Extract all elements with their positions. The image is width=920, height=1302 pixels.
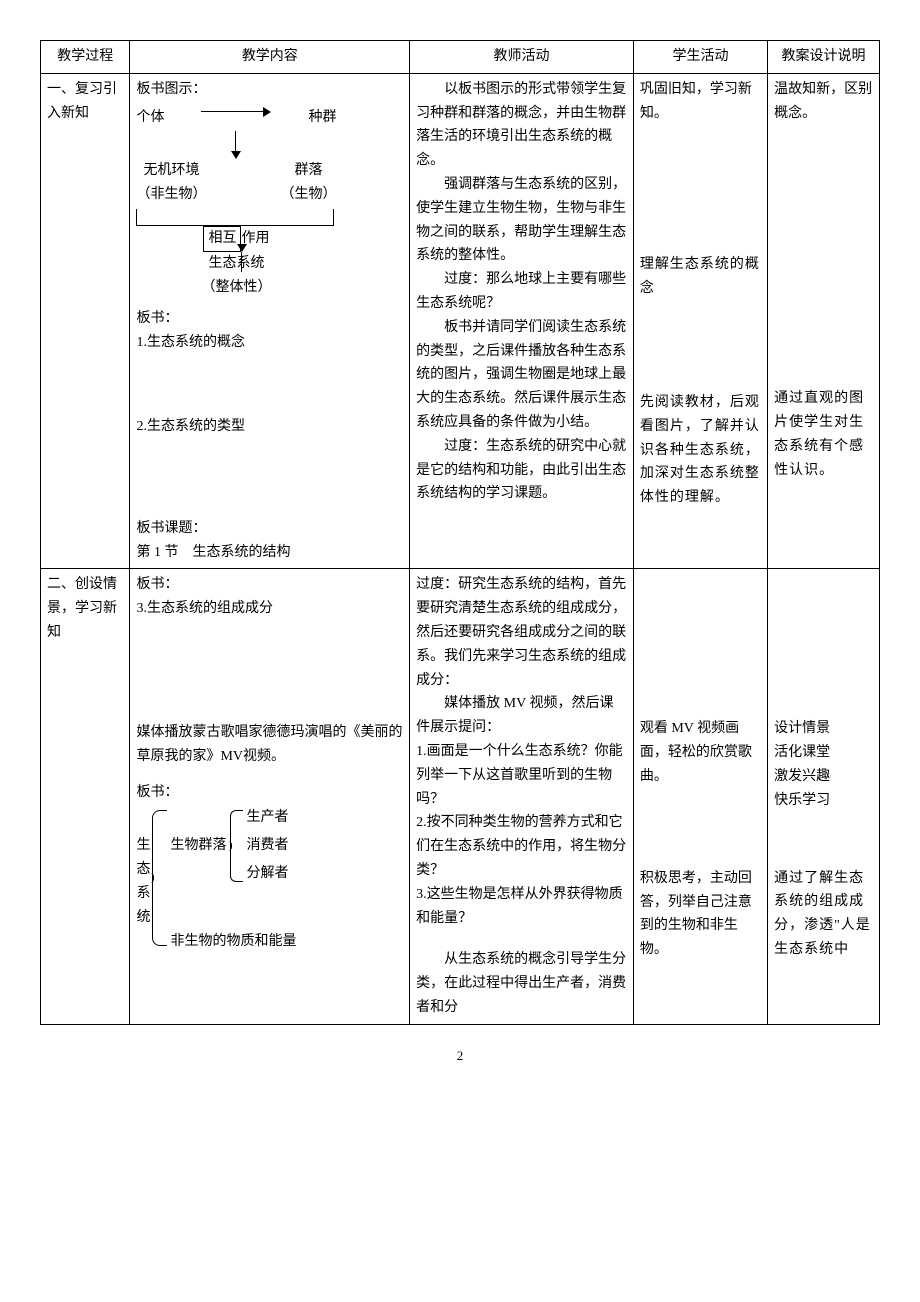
teacher-para: 板书并请同学们阅读生态系统的类型，之后课件播放各种生态系统的图片，强调生物圈是地… <box>416 316 627 435</box>
diagram-node-population: 种群 <box>308 106 336 130</box>
brace-medium-icon <box>230 810 243 882</box>
diagram-node-community: 群落 <box>294 163 322 178</box>
board-heading: 板书： <box>136 307 403 331</box>
student-para: 巩固旧知，学习新知。 <box>640 78 761 126</box>
teacher-question: 2.按不同种类生物的营养方式和它们在生态系统中的作用，将生物分类？ <box>416 811 627 882</box>
design-cell-1: 温故知新，区别概念。 通过直观的图片使学生对生态系统有个感性认识。 <box>768 73 880 569</box>
process-cell-1: 一、复习引入新知 <box>41 73 130 569</box>
hier-bottom: 非生物的物质和能量 <box>170 930 296 954</box>
arrow-down-icon <box>230 131 242 159</box>
design-para: 激发兴趣 <box>774 765 873 789</box>
hierarchy-diagram: 生 态 系 统 生物群落 生产者 消费者 分解者 非生物的物质和能量 <box>136 804 366 954</box>
board-item-3: 3.生态系统的组成成分 <box>136 597 403 621</box>
board-diagram-title: 板书图示： <box>136 78 403 102</box>
hier-mid: 生物群落 <box>170 834 226 858</box>
teacher-para: 过度：那么地球上主要有哪些生态系统呢？ <box>416 268 627 316</box>
teacher-para: 过度：生态系统的研究中心就是它的结构和功能，由此引出生态系统结构的学习课题。 <box>416 435 627 506</box>
diagram-node-ecosystem: 生态系统 <box>208 256 264 271</box>
diagram-node-abiotic-sub: （非生物） <box>136 187 206 202</box>
student-para: 观看 MV 视频画面，轻松的欣赏歌曲。 <box>640 717 761 788</box>
diagram-node-individual: 个体 <box>136 106 164 130</box>
design-para: 快乐学习 <box>774 789 873 813</box>
table-row: 二、创设情景，学习新知 板书： 3.生态系统的组成成分 媒体播放蒙古歌唱家德德玛… <box>41 569 880 1024</box>
bracket-connector-icon <box>136 209 334 226</box>
board-heading: 板书： <box>136 573 403 597</box>
design-para: 活化课堂 <box>774 741 873 765</box>
media-description: 媒体播放蒙古歌唱家德德玛演唱的《美丽的草原我的家》MV视频。 <box>136 721 403 769</box>
diagram-node-community-sub: （生物） <box>280 187 336 202</box>
hier-leaf-consumer: 消费者 <box>246 834 288 858</box>
board-topic-title: 第 1 节 生态系统的结构 <box>136 541 403 565</box>
design-para: 设计情景 <box>774 717 873 741</box>
teacher-para: 强调群落与生态系统的区别，使学生建立生物生物，生物与非生物之间的联系，帮助学生理… <box>416 173 627 268</box>
teacher-question: 3.这些生物是怎样从外界获得物质和能量？ <box>416 883 627 931</box>
teacher-para: 媒体播放 MV 视频，然后课件展示提问： <box>416 692 627 740</box>
table-row: 一、复习引入新知 板书图示： 个体 种群 无机环境 （非生物 <box>41 73 880 569</box>
design-para: 通过了解生态系统的组成成分，渗透"人是生态系统中 <box>774 867 873 962</box>
teacher-para: 以板书图示的形式带领学生复习种群和群落的概念，并由生物群落生活的环境引出生态系统… <box>416 78 627 173</box>
lesson-plan-page: 教学过程 教学内容 教师活动 学生活动 教案设计说明 一、复习引入新知 板书图示… <box>40 40 880 1067</box>
diagram-node-abiotic: 无机环境 <box>143 163 199 178</box>
teacher-cell-1: 以板书图示的形式带领学生复习种群和群落的概念，并由生物群落生活的环境引出生态系统… <box>410 73 634 569</box>
hier-root: 生 <box>136 834 150 858</box>
content-cell-2: 板书： 3.生态系统的组成成分 媒体播放蒙古歌唱家德德玛演唱的《美丽的草原我的家… <box>130 569 410 1024</box>
table-header-row: 教学过程 教学内容 教师活动 学生活动 教案设计说明 <box>41 41 880 74</box>
lesson-plan-table: 教学过程 教学内容 教师活动 学生活动 教案设计说明 一、复习引入新知 板书图示… <box>40 40 880 1025</box>
hier-root: 系 <box>136 882 150 906</box>
hier-leaf-producer: 生产者 <box>246 806 288 830</box>
hier-root: 态 <box>136 858 150 882</box>
header-student: 学生活动 <box>633 41 767 74</box>
teacher-cell-2: 过度：研究生态系统的结构，首先要研究清楚生态系统的组成成分，然后还要研究各组成成… <box>410 569 634 1024</box>
header-process: 教学过程 <box>41 41 130 74</box>
student-para: 积极思考，主动回答，列举自己注意到的生物和非生物。 <box>640 867 761 962</box>
board-item-1: 1.生态系统的概念 <box>136 331 403 355</box>
design-para: 温故知新，区别概念。 <box>774 78 873 126</box>
diagram-node-ecosystem-sub: （整体性） <box>201 280 271 295</box>
student-para: 先阅读教材，后观看图片，了解并认识各种生态系统，加深对生态系统整体性的理解。 <box>640 391 761 510</box>
board-heading: 板书： <box>136 781 403 805</box>
board-topic-heading: 板书课题： <box>136 517 403 541</box>
design-para: 通过直观的图片使学生对生态系统有个感性认识。 <box>774 387 873 482</box>
hier-root: 统 <box>136 906 150 930</box>
student-cell-2: 观看 MV 视频画面，轻松的欣赏歌曲。 积极思考，主动回答，列举自己注意到的生物… <box>633 569 767 1024</box>
hier-leaf-decomposer: 分解者 <box>246 862 288 886</box>
arrow-right-icon <box>201 106 271 118</box>
student-para: 理解生态系统的概念 <box>640 253 761 301</box>
diagram-interaction-box-1: 相互 <box>203 226 241 252</box>
header-content: 教学内容 <box>130 41 410 74</box>
teacher-question: 1.画面是一个什么生态系统？你能列举一下从这首歌里听到的生物吗？ <box>416 740 627 811</box>
brace-large-icon <box>152 810 167 946</box>
concept-diagram: 个体 种群 无机环境 （非生物） 群落 （生物 <box>136 106 403 300</box>
design-cell-2: 设计情景 活化课堂 激发兴趣 快乐学习 通过了解生态系统的组成成分，渗透"人是生… <box>768 569 880 1024</box>
board-item-2: 2.生态系统的类型 <box>136 415 403 439</box>
teacher-para: 过度：研究生态系统的结构，首先要研究清楚生态系统的组成成分，然后还要研究各组成成… <box>416 573 627 692</box>
process-cell-2: 二、创设情景，学习新知 <box>41 569 130 1024</box>
teacher-para: 从生态系统的概念引导学生分类，在此过程中得出生产者，消费者和分 <box>416 948 627 1019</box>
header-design: 教案设计说明 <box>768 41 880 74</box>
header-teacher: 教师活动 <box>410 41 634 74</box>
content-cell-1: 板书图示： 个体 种群 无机环境 （非生物） <box>130 73 410 569</box>
student-cell-1: 巩固旧知，学习新知。 理解生态系统的概念 先阅读教材，后观看图片，了解并认识各种… <box>633 73 767 569</box>
page-number: 2 <box>40 1045 880 1067</box>
